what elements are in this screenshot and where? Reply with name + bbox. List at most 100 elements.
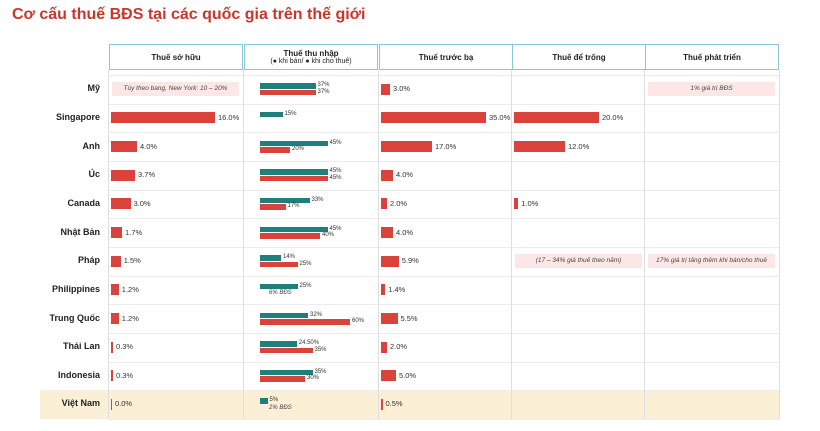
header-text: Thuế phát triển [683,52,741,62]
value-label: 14% [283,254,296,261]
bar [111,284,119,296]
bar [260,283,298,290]
bar [111,313,119,325]
bar [260,369,313,376]
bar [381,141,432,153]
value-label: 0.0% [115,399,133,409]
value-label: 37% [317,82,330,89]
bar [260,197,310,204]
country-label: Anh [82,140,101,151]
col-line [378,70,379,419]
header-legend: (● khi bán/ ● khi cho thuê) [270,58,352,65]
title: Cơ cấu thuế BĐS tại các quốc gia trên th… [12,6,366,23]
header-text: Thuế để trống [552,52,606,62]
value-label: 35% [314,346,327,353]
value-label: 4.0% [396,227,414,237]
bar [381,284,386,296]
value-label: 1.4% [388,284,406,294]
bar [514,112,599,124]
value-label: 60% [352,318,365,325]
value-label: 17.0% [435,141,457,151]
bar [111,398,112,410]
value-label: 40% [322,232,335,239]
row-line [108,189,780,191]
col-line [511,70,512,419]
country-label: Indonesia [57,369,100,380]
value-label: 20.0% [602,112,624,122]
value-label: 37% [317,88,330,95]
value-label: 15% [284,110,297,117]
country-label: Mỹ [87,83,100,94]
bar [260,341,297,347]
country-label: Philippines [51,283,100,294]
bar [381,112,486,124]
value-label: 2.0% [390,198,408,208]
value-label: 1.5% [123,256,141,266]
value-label: 5.0% [399,370,417,380]
row-line [108,304,780,306]
value-label: 5.9% [401,256,419,266]
bar [260,347,313,354]
bar [260,319,350,325]
value-label: 33% [311,196,324,203]
bar [260,111,283,118]
value-label: 3.7% [138,170,156,180]
value-label: 17% [287,203,300,210]
value-label: 25% [299,260,312,267]
header-text: Thuế trước bạ [418,52,474,62]
value-label: 32% [310,311,323,318]
bar [381,227,393,239]
bar [260,204,286,210]
bar [381,313,398,325]
bar [260,83,316,89]
bar [111,198,131,210]
value-label: 30% [307,375,320,382]
header-text: Thuế sở hữu [151,52,201,62]
value-label: 3.0% [133,198,151,208]
country-label: Thái Lan [62,341,100,352]
row-line [108,75,780,76]
value-label: 45% [329,225,342,232]
row-line [108,103,780,105]
country-label: Pháp [77,255,100,266]
bar [111,112,215,124]
bar [260,376,305,382]
highlight-row [40,390,780,419]
bar [260,261,298,268]
value-label: 35% [314,368,327,375]
country-label: Việt Nam [61,398,100,409]
bar [260,226,328,233]
row-line [108,361,780,363]
row-line [108,275,780,277]
col-line [108,70,109,419]
bar [260,140,328,147]
header-cell: Thuế sở hữu [109,44,243,70]
bar [260,233,320,239]
country-label: Singapore [55,111,100,122]
value-label: 5.5% [400,313,418,323]
bar [111,169,136,181]
value-label: 0.5% [385,399,403,409]
value-label: 0.3% [115,370,134,380]
value-label: 45% [329,168,342,175]
bar [514,198,519,210]
col-line [243,70,244,419]
bar [381,169,393,181]
value-label: 0.3% [115,342,134,352]
col-line [779,70,780,419]
value-label: 25% [299,282,312,289]
header-cell: Thuế để trống [512,44,646,70]
bar [381,255,399,267]
bar [381,341,387,353]
country-label: Nhật Bản [60,226,100,237]
bar [260,175,328,182]
value-label: 1.2% [121,284,139,294]
value-label: 3.0% [393,84,411,94]
row-line [108,160,780,162]
value-label: 4.0% [396,170,414,180]
bar [260,89,316,96]
note: (17 – 34% giá thuế theo năm) [515,254,642,269]
value-label: 4.0% [140,141,158,151]
header-cell: Thuế trước bạ [379,44,513,70]
